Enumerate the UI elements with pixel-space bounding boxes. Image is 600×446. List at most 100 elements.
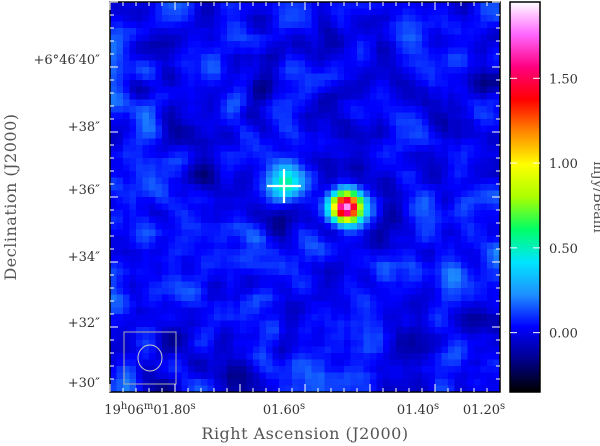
heatmap-cell	[220, 216, 228, 224]
heatmap-cell	[246, 210, 254, 217]
heatmap-cell	[461, 15, 468, 22]
heatmap-cell	[448, 151, 455, 159]
heatmap-cell	[331, 190, 338, 198]
heatmap-cell	[415, 80, 423, 87]
heatmap-cell	[311, 314, 319, 321]
heatmap-cell	[149, 151, 156, 159]
heatmap-cell	[194, 21, 202, 29]
heatmap-cell	[350, 210, 358, 217]
heatmap-cell	[201, 171, 208, 178]
heatmap-cell	[448, 249, 455, 256]
heatmap-cell	[220, 184, 228, 191]
heatmap-cell	[285, 249, 293, 256]
heatmap-cell	[155, 301, 163, 308]
heatmap-cell	[162, 229, 169, 237]
heatmap-cell	[441, 268, 449, 276]
heatmap-cell	[370, 301, 377, 308]
heatmap-cell	[415, 99, 423, 107]
heatmap-cell	[175, 249, 182, 256]
heatmap-cell	[116, 275, 124, 282]
heatmap-cell	[155, 197, 163, 204]
heatmap-cell	[311, 8, 319, 16]
heatmap-cell	[129, 47, 137, 55]
heatmap-cell	[422, 255, 429, 263]
heatmap-cell	[370, 236, 377, 243]
heatmap-cell	[214, 301, 221, 308]
heatmap-cell	[422, 314, 429, 321]
heatmap-cell	[201, 67, 208, 74]
heatmap-cell	[129, 132, 137, 139]
heatmap-cell	[298, 158, 306, 165]
heatmap-cell	[207, 158, 215, 165]
heatmap-cell	[227, 281, 234, 289]
heatmap-cell	[357, 177, 364, 185]
heatmap-cell	[409, 216, 416, 224]
heatmap-cell	[214, 294, 221, 302]
heatmap-cell	[409, 158, 416, 165]
heatmap-cell	[194, 73, 202, 81]
heatmap-cell	[337, 41, 345, 48]
heatmap-cell	[324, 60, 332, 68]
heatmap-cell	[409, 249, 416, 256]
heatmap-cell	[331, 60, 338, 68]
heatmap-cell	[175, 177, 182, 185]
heatmap-cell	[480, 197, 488, 204]
heatmap-cell	[331, 8, 338, 16]
heatmap-cell	[487, 2, 494, 9]
heatmap-cell	[363, 8, 371, 16]
heatmap-cell	[428, 190, 436, 198]
heatmap-cell	[376, 327, 384, 334]
heatmap-cell	[175, 15, 182, 22]
heatmap-cell	[461, 255, 468, 263]
heatmap-cell	[331, 203, 338, 211]
heatmap-cell	[344, 359, 351, 367]
heatmap-cell	[305, 275, 312, 282]
heatmap-cell	[188, 41, 195, 48]
heatmap-cell	[246, 60, 254, 68]
heatmap-cell	[110, 379, 117, 386]
heatmap-cell	[409, 8, 416, 16]
heatmap-cell	[493, 359, 501, 367]
heatmap-cell	[493, 294, 501, 302]
heatmap-cell	[331, 151, 338, 159]
heatmap-cell	[266, 203, 273, 211]
heatmap-cell	[402, 327, 410, 334]
heatmap-cell	[487, 275, 494, 282]
heatmap-cell	[467, 99, 475, 107]
heatmap-cell	[168, 216, 176, 224]
heatmap-cell	[331, 340, 338, 347]
heatmap-cell	[350, 294, 358, 302]
heatmap-cell	[480, 112, 488, 120]
heatmap-cell	[376, 379, 384, 386]
heatmap-cell	[110, 288, 117, 295]
heatmap-cell	[149, 112, 156, 120]
heatmap-cell	[357, 229, 364, 237]
heatmap-cell	[409, 262, 416, 269]
heatmap-cell	[279, 93, 286, 100]
heatmap-cell	[233, 216, 241, 224]
heatmap-cell	[396, 184, 403, 191]
heatmap-cell	[350, 177, 358, 185]
heatmap-cell	[285, 28, 293, 35]
heatmap-cell	[350, 340, 358, 347]
heatmap-cell	[279, 229, 286, 237]
heatmap-cell	[383, 301, 390, 308]
heatmap-cell	[292, 294, 299, 302]
heatmap-cell	[298, 275, 306, 282]
heatmap-cell	[409, 210, 416, 217]
heatmap-cell	[305, 132, 312, 139]
heatmap-cell	[116, 47, 124, 55]
heatmap-cell	[454, 268, 462, 276]
heatmap-cell	[428, 353, 436, 360]
heatmap-cell	[227, 268, 234, 276]
heatmap-cell	[331, 15, 338, 22]
heatmap-cell	[253, 320, 260, 328]
heatmap-cell	[181, 125, 189, 133]
heatmap-cell	[272, 67, 280, 74]
heatmap-cell	[370, 28, 377, 35]
heatmap-cell	[162, 346, 169, 354]
heatmap-cell	[207, 359, 215, 367]
heatmap-cell	[448, 385, 455, 393]
heatmap-cell	[266, 2, 273, 9]
heatmap-cell	[149, 346, 156, 354]
